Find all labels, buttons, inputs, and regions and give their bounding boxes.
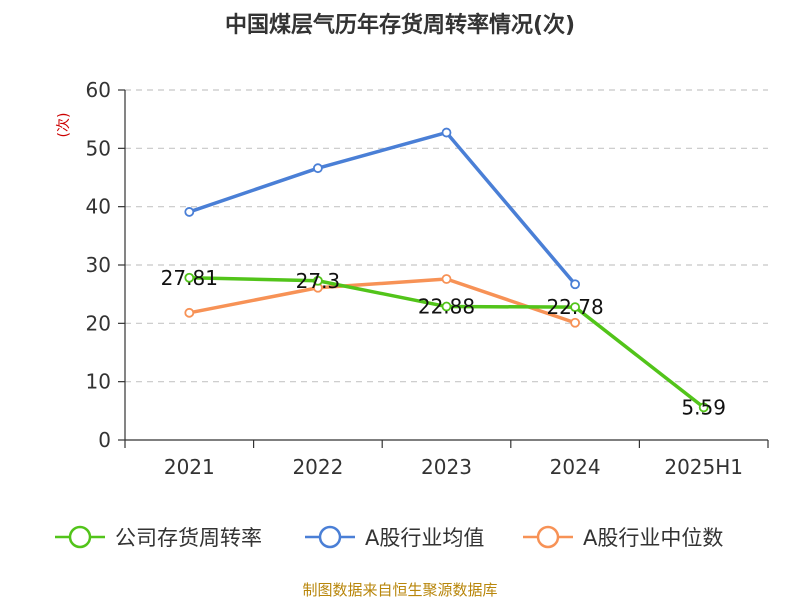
legend-marker-icon <box>318 525 342 549</box>
data-point <box>312 275 323 286</box>
x-tick-label: 2021 <box>164 455 215 479</box>
grid <box>125 89 768 383</box>
data-point <box>184 207 195 217</box>
data-label: 27.81 <box>161 266 218 290</box>
series-line-1 <box>187 130 577 286</box>
y-tick-label: 40 <box>86 195 111 219</box>
data-label: 5.59 <box>681 395 726 419</box>
legend-item-0[interactable]: 公司存货周转率 <box>55 525 262 550</box>
y-tick-label: 10 <box>86 370 111 394</box>
data-point <box>698 402 709 413</box>
data-labels: 27.81 27.3 22.88 22.78 5.59 <box>161 266 726 420</box>
data-point <box>441 127 452 138</box>
legend-item-1[interactable]: A股行业均值 <box>305 525 484 550</box>
x-tick-label: 2023 <box>421 455 472 479</box>
legend-label: 公司存货周转率 <box>115 526 262 550</box>
x-tick-label: 2022 <box>292 455 343 479</box>
chart-title: 中国煤层气历年存货周转率情况(次) <box>225 12 575 38</box>
source-note: 制图数据来自恒生聚源数据库 <box>302 581 497 599</box>
legend-marker-icon <box>68 525 92 549</box>
x-tick-label: 2025H1 <box>664 455 743 479</box>
series <box>184 127 709 413</box>
data-point <box>441 301 452 312</box>
data-point <box>570 302 580 313</box>
data-point <box>184 307 195 318</box>
legend-label: A股行业中位数 <box>583 526 723 550</box>
y-tick-label: 50 <box>86 136 111 160</box>
legend-item-2[interactable]: A股行业中位数 <box>523 525 723 550</box>
data-point <box>570 317 580 328</box>
data-point <box>441 274 452 284</box>
y-tick-label: 30 <box>86 253 111 277</box>
legend[interactable]: 公司存货周转率 A股行业均值 A股行业中位数 <box>55 525 723 550</box>
y-tick-label: 0 <box>98 428 111 452</box>
data-label: 22.78 <box>546 295 603 319</box>
data-label: 27.3 <box>296 269 341 293</box>
y-tick-label: 60 <box>86 78 111 102</box>
x-tick-label: 2024 <box>550 455 601 479</box>
legend-marker-icon <box>536 525 560 549</box>
series-line-2 <box>187 277 577 325</box>
y-tick-label: 20 <box>86 311 111 335</box>
data-point <box>312 163 323 174</box>
y-axis-label: (次) <box>56 113 72 138</box>
data-point <box>570 279 580 290</box>
data-label: 22.88 <box>418 295 475 319</box>
axes: 0 10 20 30 40 50 60 2021 2022 2023 2024 2025H1 <box>86 78 769 479</box>
legend-label: A股行业均值 <box>365 526 484 550</box>
data-point <box>184 272 195 283</box>
